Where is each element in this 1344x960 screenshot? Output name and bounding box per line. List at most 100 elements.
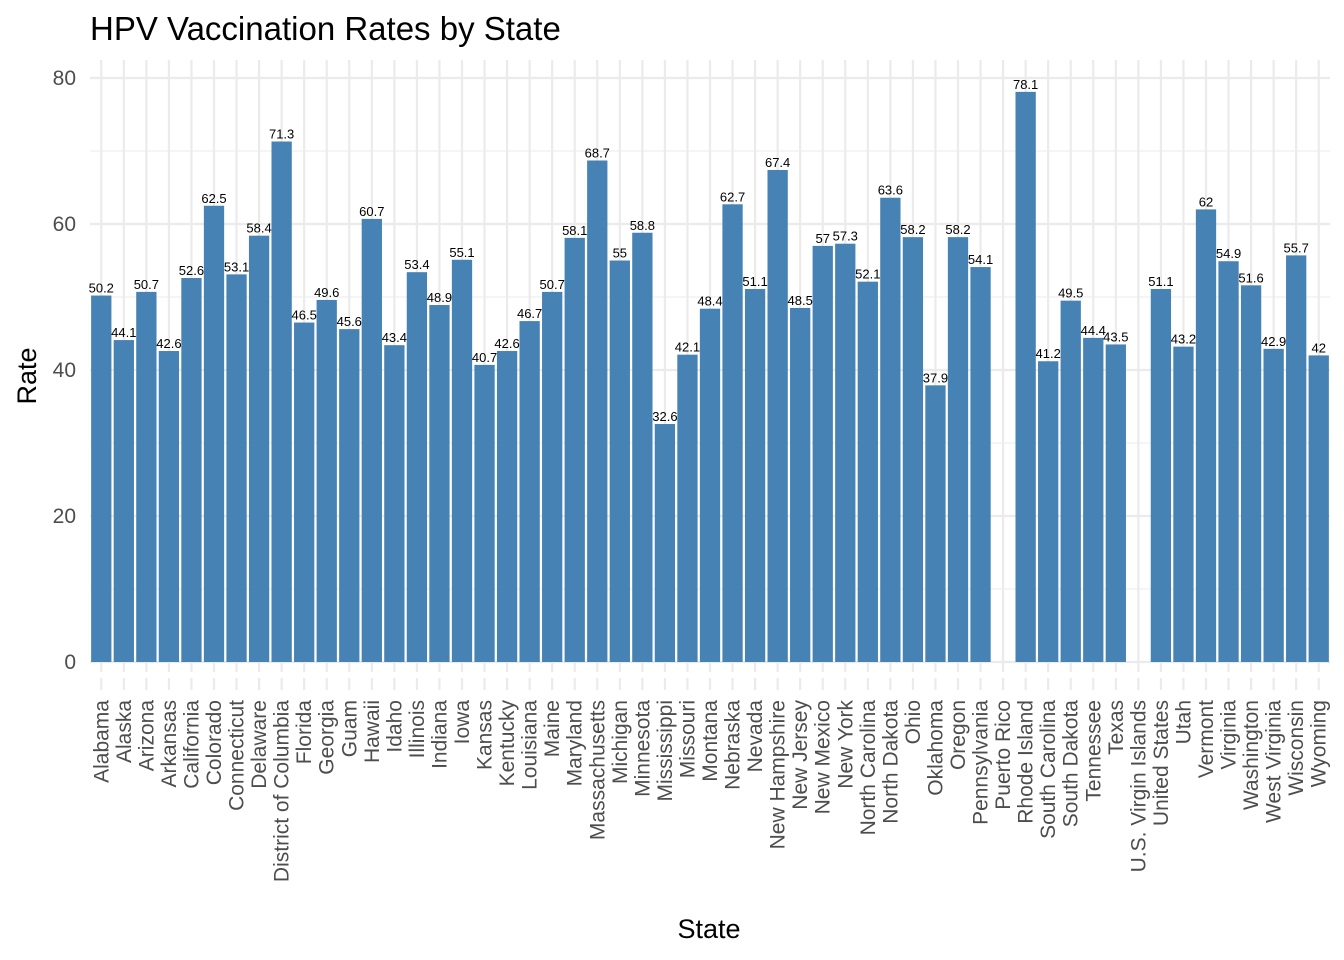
x-tick-label: Illinois [406, 700, 429, 758]
data-label: 42.1 [675, 340, 700, 355]
data-label: 32.6 [652, 409, 677, 424]
value-labels: 50.2 44.1 50.7 42.6 52.6 62.5 53.1 58.4 71.3 46.5… [89, 77, 1326, 424]
x-tick-label: West Virginia [1263, 700, 1286, 823]
bar [1083, 337, 1104, 662]
x-tick-label: Nebraska [722, 700, 745, 790]
bar [1015, 91, 1036, 663]
bar [429, 305, 450, 662]
x-tick-label: Pennsylvania [970, 700, 993, 825]
x-tick-label: South Dakota [1060, 700, 1083, 828]
x-tick-label: Colorado [203, 700, 226, 785]
y-tick-label: 0 [64, 651, 76, 674]
bar [947, 237, 969, 662]
data-label: 62.5 [201, 191, 226, 206]
x-tick-label: Hawaii [361, 700, 384, 763]
bar [654, 424, 676, 662]
bar [542, 291, 563, 662]
x-tick-label: Idaho [383, 700, 406, 753]
data-label: 43.5 [1103, 329, 1128, 344]
data-label: 43.4 [382, 330, 407, 345]
x-tick-label: Rhode Island [1015, 700, 1038, 824]
data-label: 50.7 [134, 277, 159, 292]
data-label: 53.1 [224, 259, 249, 274]
bar [632, 232, 653, 662]
data-label: 48.5 [788, 293, 813, 308]
bar [519, 321, 540, 662]
x-tick-label: Missouri [676, 700, 699, 778]
data-label: 49.5 [1058, 286, 1083, 301]
bar [835, 243, 856, 662]
x-tick-label: Georgia [316, 700, 339, 775]
x-tick-label: Utah [1172, 700, 1195, 744]
data-label: 53.4 [404, 257, 429, 272]
data-label: 55.1 [449, 245, 474, 260]
x-tick-label: Massachusetts [586, 700, 609, 840]
x-tick-label: New Hampshire [767, 700, 790, 849]
x-tick-label: Arizona [135, 700, 158, 772]
x-tick-label: Kentucky [496, 700, 519, 787]
x-tick-label: New Jersey [789, 700, 812, 810]
bar [677, 354, 698, 662]
data-label: 50.7 [540, 277, 565, 292]
y-tick-label: 40 [53, 359, 76, 382]
data-label: 58.8 [630, 218, 655, 233]
data-label: 48.4 [697, 294, 722, 309]
x-tick-label: Washington [1240, 700, 1263, 810]
bar [857, 281, 878, 662]
bar [1308, 355, 1329, 662]
data-label: 78.1 [1013, 77, 1038, 92]
bar [91, 295, 112, 662]
data-label: 42.9 [1261, 334, 1286, 349]
data-label: 42 [1311, 340, 1325, 355]
x-tick-label: Delaware [248, 700, 271, 789]
x-tick-label: Wisconsin [1285, 700, 1308, 796]
chart-title: HPV Vaccination Rates by State [90, 10, 561, 47]
data-label: 57 [815, 231, 829, 246]
bar [1263, 348, 1284, 662]
bar [812, 245, 833, 662]
data-label: 44.4 [1081, 323, 1106, 338]
data-label: 45.6 [337, 314, 362, 329]
data-label: 51.6 [1238, 270, 1263, 285]
y-tick-label: 60 [53, 213, 76, 236]
data-label: 60.7 [359, 204, 384, 219]
bar [496, 351, 518, 662]
bar [271, 141, 292, 662]
x-tick-label: U.S. Virgin Islands [1127, 700, 1150, 872]
data-label: 67.4 [765, 155, 790, 170]
x-tick-label: Alabama [90, 700, 113, 783]
data-label: 62.7 [720, 189, 745, 204]
x-tick-label: Florida [293, 700, 316, 765]
x-tick-label: Kansas [474, 700, 497, 770]
x-axis: Alabama Alaska Arizona Arkansas California Co… [90, 678, 1331, 882]
bar [587, 160, 608, 663]
y-axis: 0 20 40 60 80 [53, 67, 76, 674]
data-label: 44.1 [111, 325, 136, 340]
data-label: 71.3 [269, 127, 294, 142]
bar [609, 260, 630, 662]
x-tick-label: Maine [541, 700, 564, 757]
data-label: 57.3 [833, 229, 858, 244]
bar [203, 205, 225, 662]
x-tick-label: Wyoming [1308, 700, 1331, 787]
x-tick-label: New Mexico [812, 700, 835, 814]
data-label: 40.7 [472, 350, 497, 365]
x-axis-title: State [677, 914, 740, 944]
x-tick-label: Guam [338, 700, 361, 757]
y-tick-label: 80 [53, 67, 76, 90]
data-label: 58.2 [900, 222, 925, 237]
bar [1173, 346, 1194, 662]
bar [970, 267, 991, 662]
x-tick-label: Louisiana [519, 700, 542, 790]
data-label: 46.5 [292, 308, 317, 323]
data-label: 52.1 [855, 267, 880, 282]
x-tick-label: Indiana [428, 700, 451, 769]
x-tick-label: Alaska [113, 700, 136, 763]
bar [1240, 285, 1262, 662]
data-label: 42.6 [156, 336, 181, 351]
data-label: 48.9 [427, 290, 452, 305]
data-label: 54.9 [1216, 246, 1241, 261]
data-label: 42.6 [494, 336, 519, 351]
bar [158, 351, 180, 662]
